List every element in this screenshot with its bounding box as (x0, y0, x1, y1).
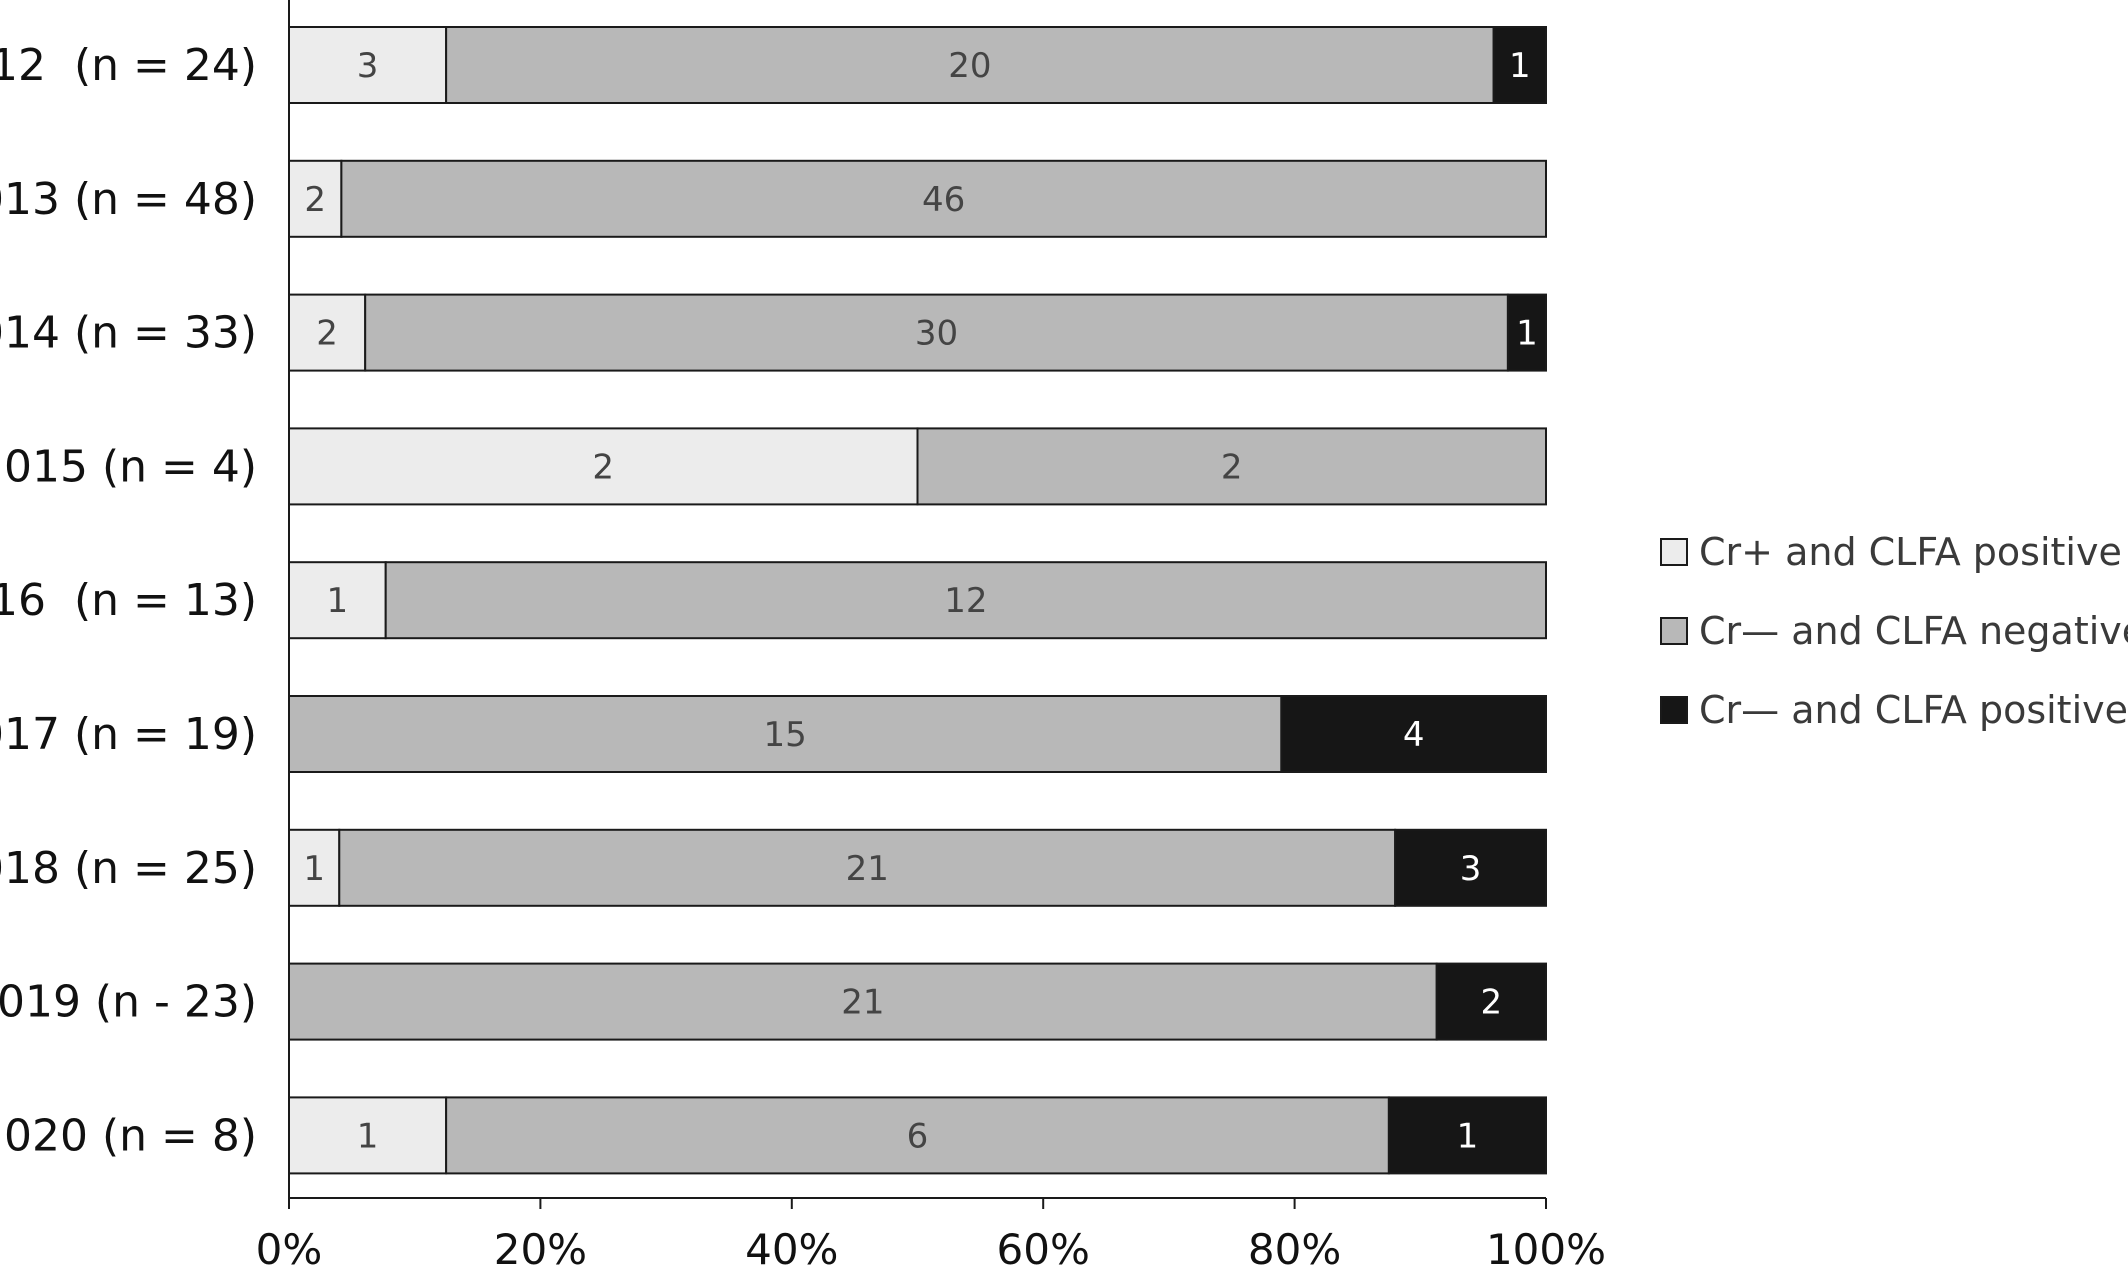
bar-segment (288, 26, 448, 104)
bar-segment (1435, 962, 1548, 1041)
x-tick-label: 0% (256, 1225, 323, 1271)
bar-segment (1492, 26, 1547, 104)
bar-segment (338, 828, 1397, 907)
bar-value-label: 21 (846, 849, 889, 889)
category-label: 2017 (n = 19) (0, 709, 257, 760)
bar-segment (1280, 695, 1547, 773)
bar-value-label: 3 (357, 46, 379, 86)
bar-value-label: 6 (907, 1116, 929, 1156)
x-tick-label: 20% (494, 1225, 587, 1271)
bar-segment (1506, 293, 1547, 372)
bar-segment (1394, 828, 1548, 907)
legend-swatch (1660, 696, 1688, 724)
bar-segment (1387, 1096, 1547, 1175)
category-label: 2014 (n = 33) (0, 308, 257, 359)
x-tick-label: 40% (745, 1225, 838, 1271)
bar-value-label: 2 (1481, 983, 1503, 1023)
category-label: 2012 (n = 24) (0, 40, 257, 91)
bar-segment (445, 26, 1495, 104)
bar-segment (916, 427, 1547, 506)
category-label: 2020 (n = 8) (0, 1110, 257, 1161)
legend-label: Cr+ and CLFA positive (1699, 530, 2122, 574)
legend-label: Cr— and CLFA positive (1699, 688, 2128, 732)
bar-value-label: 3 (1460, 849, 1482, 889)
bar-value-label: 2 (592, 447, 614, 487)
bar-value-label: 30 (915, 314, 958, 354)
bar-value-label: 21 (841, 983, 884, 1023)
bar-segment (288, 1096, 448, 1175)
bar-value-label: 20 (948, 46, 991, 86)
bar-value-label: 2 (304, 180, 326, 220)
bar-value-label: 1 (303, 849, 325, 889)
bar-value-label: 12 (944, 581, 987, 621)
bar-value-label: 1 (1457, 1116, 1479, 1156)
x-tick-label: 100% (1486, 1225, 1606, 1271)
bar-segment (288, 695, 1283, 773)
bar-value-label: 1 (357, 1116, 379, 1156)
category-label: 2018 (n = 25) (0, 843, 257, 894)
category-label: 2013 (n = 48) (0, 174, 257, 225)
bar-value-label: 2 (1221, 447, 1243, 487)
bar-value-label: 15 (764, 715, 807, 755)
bar-value-label: 46 (922, 180, 965, 220)
bar-value-label: 4 (1403, 715, 1425, 755)
x-tick-label: 80% (1248, 1225, 1341, 1271)
legend-label: Cr— and CLFA negative (1699, 609, 2128, 653)
bar-value-label: 2 (316, 314, 338, 354)
bar-value-label: 1 (327, 581, 349, 621)
legend-swatch (1660, 538, 1688, 566)
bar-segment (364, 293, 1509, 372)
bar-segment (384, 561, 1548, 640)
x-tick-label: 60% (997, 1225, 1090, 1271)
legend-swatch (1660, 617, 1688, 645)
category-label: 2015 (n = 4) (0, 441, 257, 492)
bar-value-label: 1 (1509, 46, 1531, 86)
bar-segment (445, 1096, 1390, 1175)
bar-segment (340, 159, 1547, 238)
category-label: 2016 (n = 13) (0, 575, 257, 626)
bar-value-label: 1 (1516, 314, 1538, 354)
